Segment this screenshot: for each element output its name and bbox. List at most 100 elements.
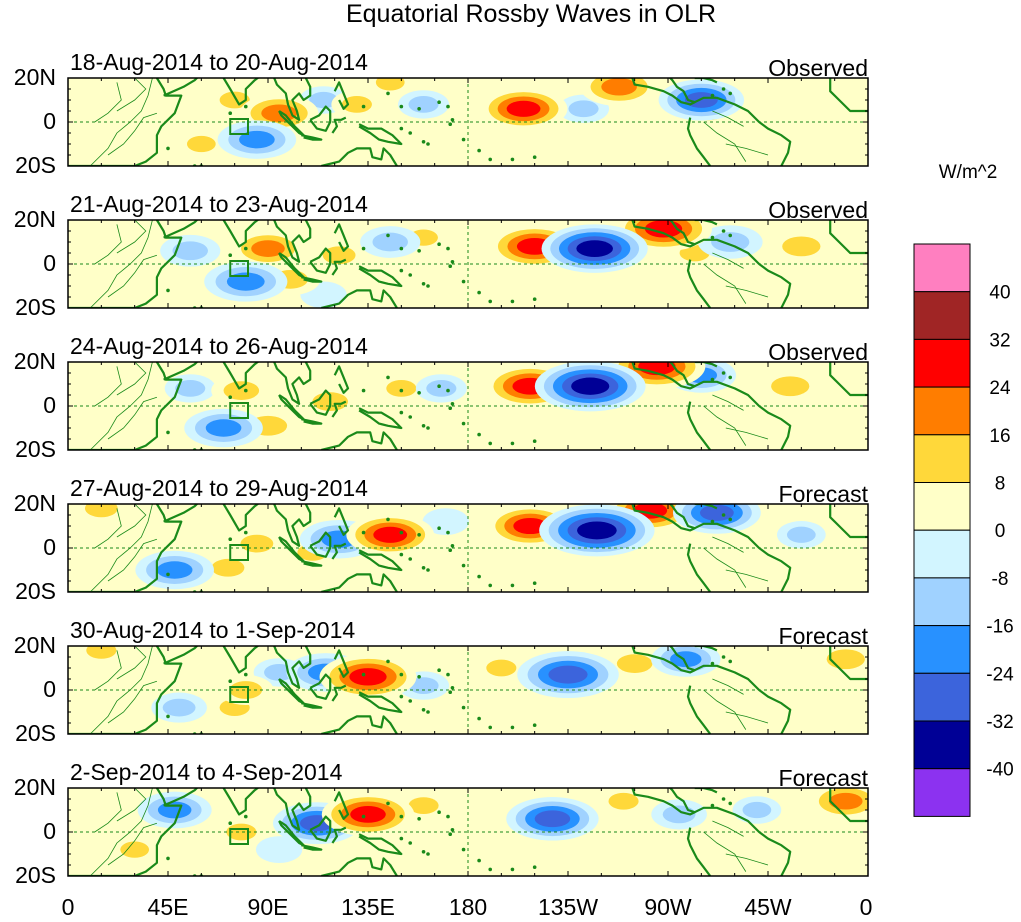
coastline: [331, 684, 347, 702]
lat-tick-label: 20N: [14, 632, 56, 658]
contour-level: [782, 236, 821, 257]
contour-level: [711, 232, 750, 252]
island: [421, 424, 426, 428]
island: [437, 242, 441, 246]
island: [408, 699, 413, 703]
contour-level: [229, 681, 263, 699]
contour-level: [375, 78, 405, 91]
island: [243, 104, 248, 109]
island: [728, 659, 733, 664]
coastline: [321, 715, 398, 734]
island: [417, 391, 421, 395]
lon-tick-label: 45E: [148, 894, 189, 920]
colorbar-swatch: [913, 243, 971, 293]
country-border: [94, 366, 122, 407]
positive-anomaly: [555, 556, 603, 584]
island: [446, 104, 450, 109]
island: [721, 87, 726, 91]
island: [477, 574, 481, 579]
island: [488, 725, 493, 730]
island: [408, 841, 413, 845]
island: [477, 716, 481, 721]
island: [166, 430, 170, 435]
island: [421, 566, 426, 570]
country-border: [116, 504, 147, 538]
colorbar-swatch: [913, 768, 971, 817]
island: [721, 371, 726, 375]
contour-level: [534, 810, 571, 828]
island: [426, 852, 430, 856]
coastline: [321, 431, 398, 450]
coastline: [163, 788, 199, 807]
lat-tick-label: 20N: [14, 64, 56, 90]
country-border: [94, 650, 122, 691]
country-border: [725, 711, 769, 724]
country-border: [703, 405, 747, 446]
coastline: [686, 685, 712, 734]
coastlines: [68, 362, 868, 450]
country-border: [703, 831, 747, 872]
island: [488, 299, 493, 304]
lat-tick-label: 0: [43, 250, 56, 276]
island: [243, 388, 248, 393]
island: [426, 284, 430, 288]
island: [399, 126, 404, 131]
coastline: [331, 258, 347, 276]
lat-tick-label: 20N: [14, 206, 56, 232]
positive-anomaly: [73, 504, 130, 524]
contour-level: [157, 801, 192, 819]
colorbar-label: 16: [989, 426, 1010, 447]
contour-level: [226, 272, 265, 291]
contour-level: [771, 376, 810, 397]
contour-level: [829, 792, 863, 810]
lat-tick-label: 20S: [15, 578, 56, 604]
panel-date-range: 27-Aug-2014 to 29-Aug-2014: [70, 475, 368, 501]
coastline: [829, 788, 868, 823]
contour-level: [426, 380, 457, 397]
positive-anomaly: [511, 836, 558, 863]
coastline: [358, 833, 403, 856]
country-border: [712, 394, 744, 411]
island: [399, 552, 404, 557]
axis-ticks: [67, 219, 869, 309]
islands: [166, 87, 733, 166]
island: [417, 107, 421, 111]
country-border: [725, 569, 769, 582]
contour-level: [555, 556, 603, 584]
coastline: [694, 504, 718, 510]
island: [166, 856, 170, 861]
coastline: [301, 418, 323, 425]
island: [450, 544, 455, 548]
coastline: [333, 507, 350, 536]
contour-level: [349, 668, 387, 686]
negative-anomaly: [255, 836, 303, 863]
coastline: [631, 788, 696, 816]
coastline: [278, 110, 305, 137]
country-border: [712, 820, 744, 837]
contour-level: [350, 806, 386, 823]
coastline: [278, 536, 305, 563]
island: [510, 725, 515, 730]
negative-anomaly: [732, 796, 782, 824]
island: [446, 388, 450, 393]
country-border: [725, 285, 769, 298]
coastline: [309, 105, 332, 132]
island: [386, 91, 390, 96]
contour-level: [601, 78, 637, 96]
coastline: [309, 531, 332, 558]
island: [721, 655, 726, 659]
contour-level: [372, 232, 408, 252]
coastline: [278, 394, 305, 421]
island: [399, 814, 404, 819]
contour-level: [408, 797, 439, 814]
country-border: [107, 680, 158, 724]
country-border: [725, 143, 769, 156]
island: [488, 867, 493, 872]
contour-level: [576, 240, 613, 257]
island: [243, 672, 248, 677]
coastline: [273, 362, 312, 405]
coastline: [278, 678, 305, 705]
island: [243, 814, 248, 819]
country-border: [116, 646, 147, 680]
coastline: [163, 220, 199, 239]
